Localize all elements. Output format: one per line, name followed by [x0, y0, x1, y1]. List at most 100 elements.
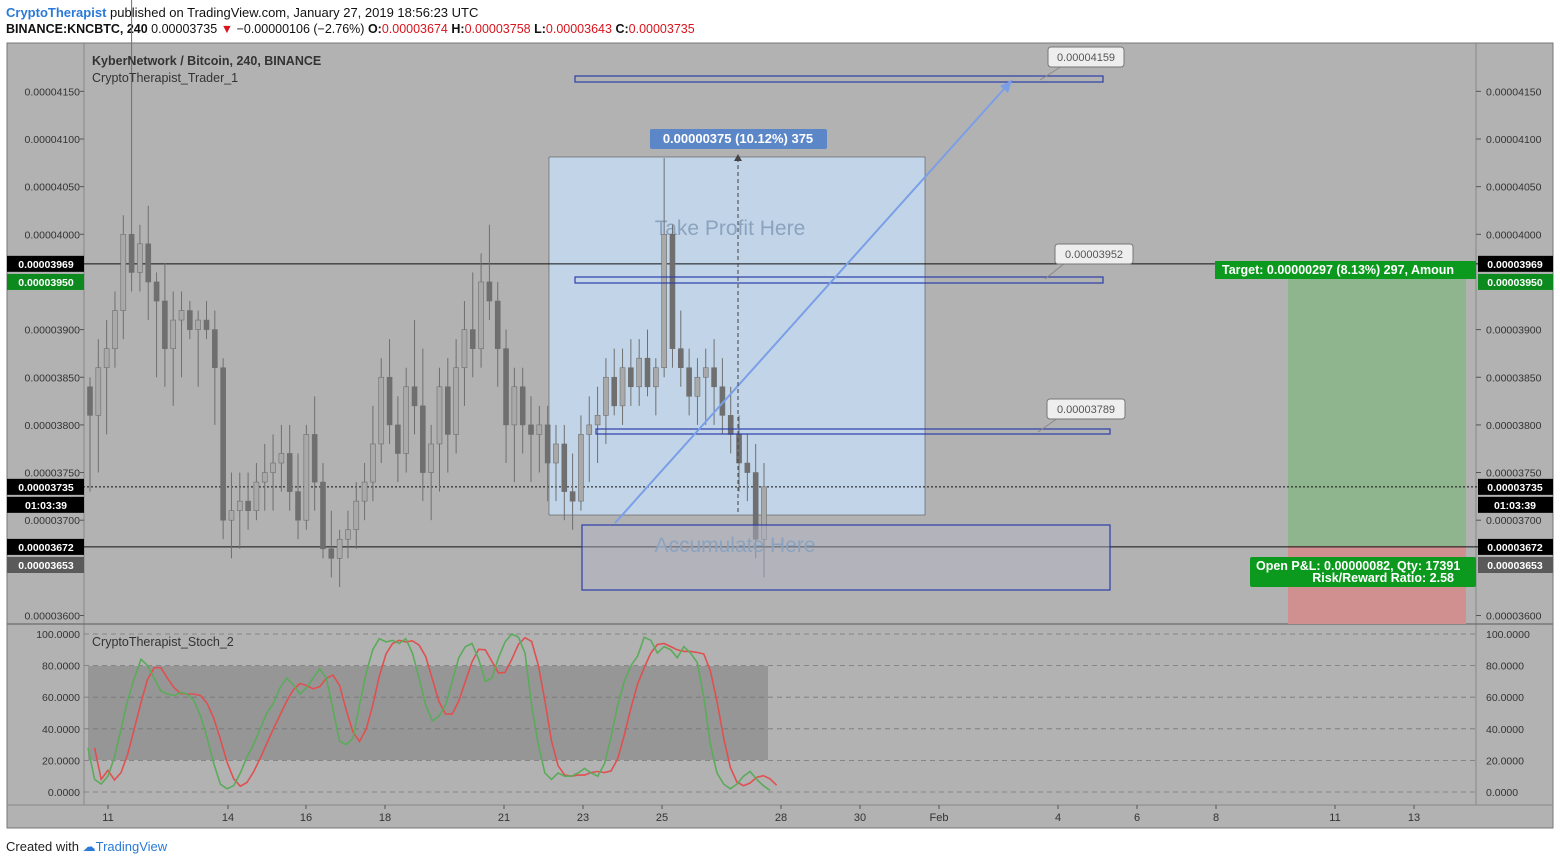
price-label-right: 0.00003969: [1487, 259, 1543, 271]
candle: [486, 281, 493, 302]
tradingview-link[interactable]: TradingView: [95, 839, 168, 854]
candle: [744, 462, 751, 473]
price-label-left-bg: [7, 556, 84, 573]
measure-label: 0.00000375 (10.12%) 375: [663, 131, 813, 146]
publish-info: published on TradingView.com, January 27…: [110, 5, 479, 20]
candle: [761, 486, 767, 540]
open-value: 0.00003674: [381, 22, 448, 36]
candle: [461, 329, 468, 369]
candle: [220, 367, 226, 521]
candle: [411, 386, 418, 407]
stoch-k-line: [87, 633, 771, 792]
candle: [694, 376, 701, 397]
callout-3[interactable]: 0.00003789: [1037, 398, 1126, 433]
accumulate-zone[interactable]: [581, 524, 1111, 591]
resistance-zone-2[interactable]: [574, 276, 1104, 284]
candle: [727, 415, 734, 435]
callout-1[interactable]: 0.00004159: [1039, 46, 1125, 81]
callout-2[interactable]: 0.00003952: [1044, 243, 1134, 280]
candle: [544, 424, 551, 464]
stoch-name: CryptoTherapist_Stoch_2: [92, 635, 234, 649]
price-label-right-bg: [1478, 255, 1553, 272]
x-tick-label: 16: [300, 812, 312, 824]
target-zone-fill: [1288, 270, 1466, 546]
price-label-left-bg: [7, 255, 84, 272]
candle: [661, 234, 667, 369]
candle: [611, 376, 618, 407]
candle: [162, 300, 168, 349]
candle: [311, 434, 318, 483]
candle: [195, 319, 201, 330]
price-label-left-bg: [7, 478, 84, 495]
candle: [253, 481, 260, 511]
trend-arrow-head: [1000, 80, 1012, 93]
x-tick-label: 18: [379, 812, 391, 824]
resistance-zone-1[interactable]: [574, 75, 1104, 83]
y-tick-left: 0.00003800: [25, 420, 81, 432]
y-tick-right: 0.00003600: [1486, 611, 1542, 623]
candle: [619, 367, 626, 407]
low-label: L:: [534, 22, 546, 36]
candle: [436, 386, 443, 445]
candle: [511, 386, 518, 426]
stoch-band: [88, 666, 768, 760]
stoch-tick-right: 80.0000: [1486, 661, 1524, 673]
candle: [320, 481, 326, 550]
x-tick-label: 21: [498, 812, 510, 824]
price-label-right-bg: [1478, 556, 1553, 573]
candle: [395, 424, 401, 454]
candle: [236, 500, 243, 511]
price-label-right: 0.00003672: [1487, 542, 1543, 554]
y-tick-right: 0.00003750: [1486, 468, 1542, 480]
candle: [736, 434, 742, 464]
candle: [353, 500, 360, 531]
candle: [677, 348, 684, 369]
price-label-right: 0.00003950: [1487, 277, 1543, 289]
candle: [686, 367, 692, 397]
candle: [120, 234, 127, 311]
price-label-right: 0.00003735: [1487, 482, 1543, 494]
tradingview-logo-icon[interactable]: ☁: [82, 839, 96, 854]
target-label-text: Target: 0.00000297 (8.13%) 297, Amoun: [1222, 263, 1454, 277]
stoch-tick-left: 100.0000: [36, 629, 80, 641]
candle: [328, 548, 335, 559]
stoch-lines: [87, 633, 778, 792]
callout-1-text: 0.00004159: [1057, 52, 1115, 64]
y-tick-right: 0.00003850: [1486, 372, 1542, 384]
candle: [711, 367, 717, 388]
stoch-d-line: [93, 636, 778, 788]
accumulate-text: Accumulate Here: [654, 534, 815, 557]
x-tick-label: 6: [1134, 812, 1140, 824]
resistance-zone-3[interactable]: [595, 428, 1111, 435]
candle: [228, 510, 235, 521]
stoch-tick-left: 80.0000: [42, 661, 80, 673]
candle: [345, 529, 351, 540]
pnl-line-2: Risk/Reward Ratio: 2.58: [1312, 571, 1454, 585]
candle: [628, 367, 634, 388]
candle: [445, 386, 451, 435]
candle: [245, 500, 251, 511]
x-tick-label: 4: [1055, 812, 1061, 824]
candle: [278, 453, 285, 464]
trend-arrow-line[interactable]: [614, 79, 1013, 524]
candle: [453, 367, 459, 435]
price-label-right-bg: [1478, 273, 1553, 290]
candle: [212, 329, 218, 369]
price-label-left: 0.00003653: [18, 560, 74, 572]
x-tick-label: 14: [222, 812, 234, 824]
x-tick-label: 11: [1329, 812, 1340, 824]
candle: [370, 443, 376, 483]
y-tick-left: 0.00003600: [25, 611, 81, 623]
price-label-right-bg: [1478, 478, 1553, 495]
stoch-tick-right: 100.0000: [1486, 629, 1530, 641]
high-value: 0.00003758: [464, 22, 531, 36]
candle: [553, 443, 559, 464]
price-label-left-bg: [7, 273, 84, 290]
candle: [503, 348, 509, 426]
author-link[interactable]: CryptoTherapist: [6, 5, 107, 20]
x-tick-label: Feb: [930, 812, 949, 824]
candle: [270, 462, 276, 473]
footer: Created with ☁TradingView: [6, 839, 167, 855]
candle: [594, 415, 601, 426]
